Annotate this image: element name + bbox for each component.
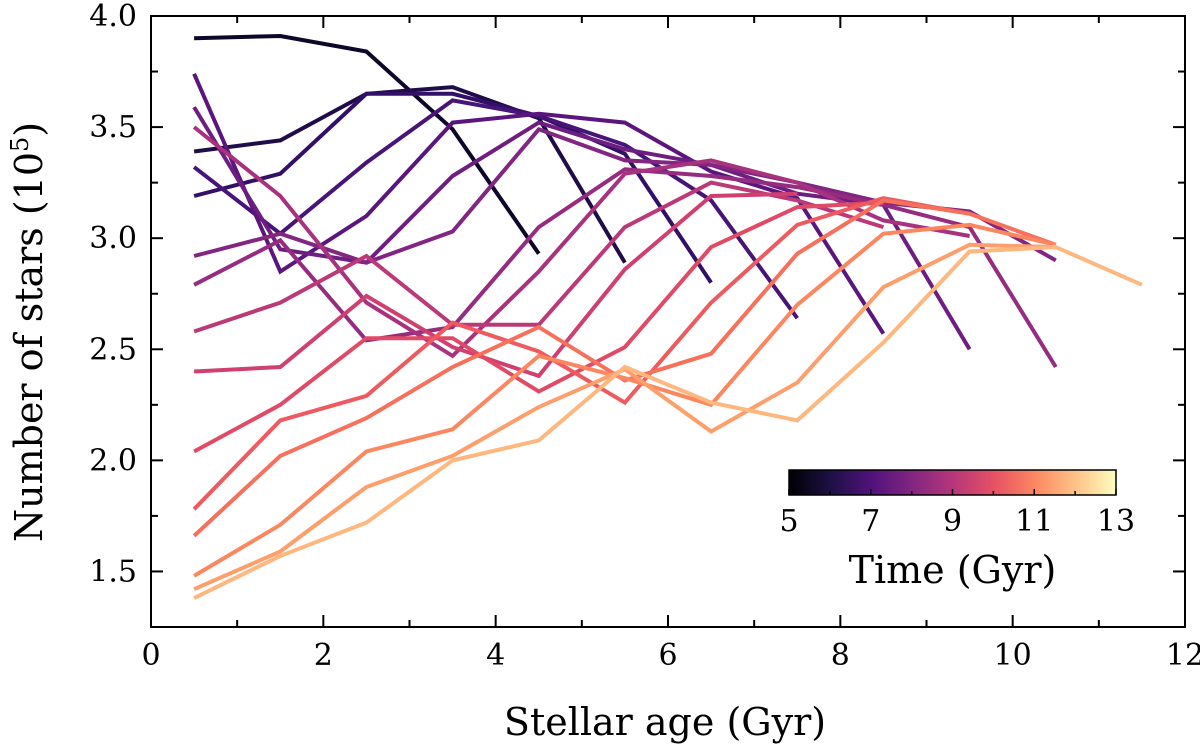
y-tick-label: 3.5 bbox=[89, 110, 137, 145]
y-tick-label: 1.5 bbox=[89, 554, 137, 589]
y-tick-label: 4.0 bbox=[89, 0, 137, 34]
y-tick-label: 2.0 bbox=[89, 443, 137, 478]
series-layer bbox=[192, 33, 1143, 600]
colorbar-tick-label: 9 bbox=[943, 504, 962, 539]
series-line-14 bbox=[192, 198, 1057, 538]
x-tick-label: 6 bbox=[658, 638, 677, 673]
series-line-2 bbox=[193, 85, 627, 264]
y-axis-label-suffix: ) bbox=[7, 122, 51, 137]
x-tick-label: 2 bbox=[314, 638, 333, 673]
series-line-13 bbox=[192, 196, 970, 511]
x-tick-label: 0 bbox=[141, 638, 160, 673]
x-axis-label: Stellar age (Gyr) bbox=[504, 700, 826, 744]
series-line-1 bbox=[194, 33, 541, 255]
x-tick-label: 8 bbox=[831, 638, 850, 673]
series-line-17 bbox=[193, 245, 1143, 600]
series-line-10 bbox=[193, 180, 884, 334]
series-line-6 bbox=[192, 106, 972, 351]
colorbar-tick-label: 11 bbox=[1015, 504, 1053, 539]
colorbar: 5 7 9 11 13 Time (Gyr) bbox=[779, 469, 1135, 592]
colorbar-tick-label: 5 bbox=[779, 504, 798, 539]
series-line-3 bbox=[193, 91, 713, 284]
series-line-8 bbox=[193, 167, 1058, 369]
x-tick-label: 4 bbox=[486, 638, 505, 673]
series-line-4 bbox=[192, 98, 799, 320]
series-line-11 bbox=[193, 191, 798, 379]
series-line-12 bbox=[193, 200, 884, 454]
y-axis-label: Number of stars (105) bbox=[6, 122, 51, 542]
colorbar-tick-label: 7 bbox=[861, 504, 880, 539]
x-tick-label: 12 bbox=[1166, 638, 1200, 673]
y-axis-label-prefix: Number of stars (10 bbox=[7, 152, 51, 542]
series-line-9 bbox=[192, 125, 970, 359]
colorbar-label: Time (Gyr) bbox=[849, 548, 1057, 592]
y-tick-label: 2.5 bbox=[89, 332, 137, 367]
y-tick-label: 3.0 bbox=[89, 221, 137, 256]
series-line-15 bbox=[193, 222, 1057, 578]
colorbar-tick-label: 13 bbox=[1097, 504, 1135, 539]
y-axis-label-exponent: 5 bbox=[6, 137, 34, 152]
axes-layer: 0 2 4 6 8 10 12 1.5 2.0 2.5 3.0 3.5 4.0 bbox=[89, 0, 1200, 673]
x-tick-label: 10 bbox=[994, 638, 1032, 673]
